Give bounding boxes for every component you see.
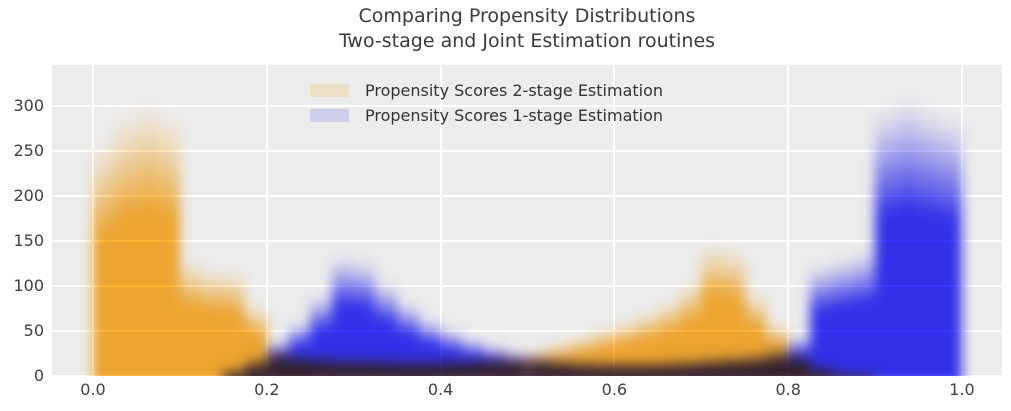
hist-bar-1stage	[940, 115, 962, 376]
hist-bar-2stage	[723, 245, 745, 376]
x-tick-label: 1.0	[949, 380, 975, 399]
legend-swatch-icon	[310, 109, 349, 122]
hist-bar-2stage	[136, 99, 159, 376]
hist-bar-1stage	[331, 254, 354, 376]
hist-bar-1stage	[505, 350, 528, 376]
x-tick-label: 0.8	[775, 380, 801, 399]
hist-bar-1stage	[723, 354, 745, 376]
legend-label: Propensity Scores 1-stage Estimation	[365, 106, 664, 125]
chart-title-line1: Comparing Propensity Distributions	[358, 5, 696, 27]
hist-bar-2stage	[201, 266, 224, 376]
hist-bar-2stage	[701, 241, 724, 376]
gridline-horizontal	[52, 195, 1002, 198]
hist-bar-1stage	[788, 335, 810, 376]
hist-bar-1stage	[896, 97, 919, 376]
chart-title: Comparing Propensity Distributions Two-s…	[52, 4, 1002, 54]
hist-bar-2stage	[179, 259, 202, 376]
hist-bar-1stage	[549, 357, 571, 376]
x-tick-label: 0.0	[80, 380, 106, 399]
hist-bar-1stage	[245, 358, 267, 376]
hist-bar-1stage	[636, 359, 658, 376]
hist-bar-1stage	[440, 329, 463, 376]
hist-bar-1stage	[657, 358, 680, 376]
hist-bar-1stage	[353, 259, 376, 376]
hist-bar-1stage	[592, 359, 615, 376]
hist-bar-2stage	[636, 311, 658, 376]
hist-bar-1stage	[701, 356, 724, 376]
y-tick-label: 300	[13, 96, 44, 116]
hist-bar-1stage	[831, 257, 854, 376]
y-tick-label: 50	[23, 321, 44, 341]
x-tick-label: 0.6	[601, 380, 628, 399]
gridline-horizontal	[52, 330, 1002, 333]
gridline-vertical	[613, 65, 616, 376]
hist-bar-1stage	[527, 354, 550, 376]
legend-item: Propensity Scores 2-stage Estimation	[310, 78, 663, 103]
hist-bar-1stage	[462, 338, 485, 376]
hist-bar-1stage	[484, 345, 506, 376]
hist-bar-2stage	[245, 304, 267, 376]
hist-bar-1stage	[310, 295, 332, 376]
hist-bar-2stage	[158, 110, 180, 376]
hist-bar-2stage	[93, 137, 115, 376]
hist-bar-2stage	[657, 299, 680, 376]
y-tick-label: 200	[13, 186, 44, 206]
legend: Propensity Scores 2-stage Estimation Prop…	[310, 78, 663, 128]
gridline-horizontal	[52, 150, 1002, 153]
gridline-horizontal	[52, 105, 1002, 108]
y-tick-label: 0	[33, 366, 44, 385]
hist-bar-1stage	[570, 358, 593, 376]
chart-title-line2: Two-stage and Joint Estimation routines	[338, 30, 716, 52]
hist-bar-1stage	[418, 317, 441, 376]
gridline-horizontal	[52, 240, 1002, 243]
histogram-layer-1stage	[52, 65, 1002, 376]
x-tick-label: 0.4	[427, 380, 454, 399]
legend-item: Propensity Scores 1-stage Estimation	[310, 103, 663, 128]
hist-bar-1stage	[679, 358, 702, 376]
hist-bar-1stage	[918, 106, 941, 376]
hist-bar-2stage	[223, 269, 246, 376]
hist-bar-1stage	[223, 368, 246, 376]
hist-bar-1stage	[853, 250, 876, 376]
hist-bar-1stage	[375, 281, 398, 376]
hist-bar-1stage	[875, 106, 897, 376]
gridline-vertical	[961, 65, 963, 376]
hist-bar-1stage	[809, 263, 832, 376]
legend-label: Propensity Scores 2-stage Estimation	[365, 81, 664, 100]
y-tick-label: 250	[13, 141, 44, 161]
y-tick-label: 150	[13, 231, 44, 251]
gridline-horizontal	[52, 285, 1002, 288]
hist-bar-1stage	[397, 302, 419, 376]
plot-area: Propensity Scores 2-stage Estimation Prop…	[52, 65, 1002, 376]
y-tick-label: 100	[13, 276, 44, 296]
hist-bar-1stage	[288, 322, 311, 376]
hist-bar-1stage	[766, 347, 789, 376]
hist-bar-1stage	[266, 340, 289, 376]
hist-bar-1stage	[744, 351, 767, 376]
hist-bar-1stage	[614, 359, 637, 376]
gridline-vertical	[439, 65, 442, 376]
gridline-vertical	[787, 65, 790, 376]
gridline-vertical	[265, 65, 268, 376]
x-tick-label: 0.2	[254, 380, 280, 399]
hist-bar-2stage	[679, 281, 702, 376]
legend-swatch-icon	[310, 84, 349, 97]
hist-bar-2stage	[114, 110, 137, 376]
